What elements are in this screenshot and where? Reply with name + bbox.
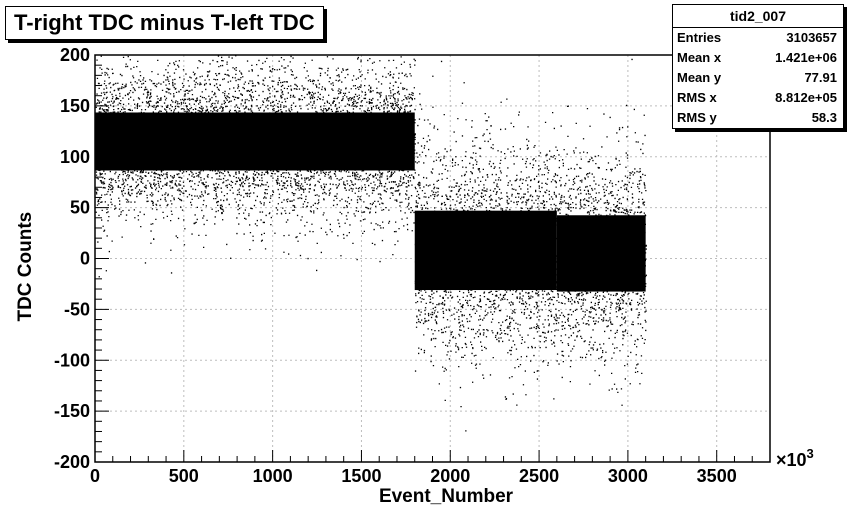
stats-value: 1.421e+06 (775, 50, 837, 65)
x-tick-label: 1000 (253, 466, 293, 486)
y-tick-label: 200 (60, 45, 90, 65)
stats-label: RMS x (677, 90, 717, 105)
x-tick-label: 500 (169, 466, 199, 486)
data-points (95, 55, 647, 432)
stats-label: Mean y (677, 70, 722, 85)
x-axis-label: Event_Number (379, 486, 514, 507)
y-axis-label: TDC Counts (15, 212, 36, 322)
stats-histogram-name: tid2_007 (673, 5, 843, 28)
y-tick-label: -50 (64, 299, 90, 319)
stats-row-entries: Entries 3103657 (673, 28, 843, 48)
chart-title: T-right TDC minus T-left TDC (5, 6, 324, 40)
stats-value: 58.3 (811, 110, 837, 125)
y-tick-label: 100 (60, 147, 90, 167)
y-tick-label: 50 (70, 198, 90, 218)
stats-box: tid2_007 Entries 3103657 Mean x 1.421e+0… (672, 4, 844, 129)
x-exponent-power: 3 (807, 446, 814, 461)
stats-label: Mean x (677, 50, 722, 65)
x-tick-label: 2500 (519, 466, 559, 486)
x-tick-label: 3500 (697, 466, 737, 486)
stats-row-rms-x: RMS x 8.812e+05 (673, 88, 843, 108)
stats-value: 77.91 (804, 70, 837, 85)
axis-ticks (94, 54, 771, 463)
tick-labels: 0 500 1000 1500 2000 2500 3000 3500-200-150-100… (54, 45, 737, 486)
stats-label: Entries (677, 30, 722, 45)
x-axis-exponent: ×103 (776, 446, 814, 470)
y-tick-label: -200 (54, 452, 90, 472)
y-tick-label: 150 (60, 96, 90, 116)
y-tick-label: -100 (54, 350, 90, 370)
stats-row-mean-x: Mean x 1.421e+06 (673, 48, 843, 68)
stats-row-mean-y: Mean y 77.91 (673, 68, 843, 88)
x-exponent-base: ×10 (776, 450, 807, 470)
stats-value: 3103657 (786, 30, 837, 45)
x-tick-label: 3000 (608, 466, 648, 486)
x-tick-label: 1500 (341, 466, 381, 486)
y-tick-label: -150 (54, 401, 90, 421)
stats-row-rms-y: RMS y 58.3 (673, 108, 843, 128)
scatter-points (95, 55, 647, 432)
x-tick-label: 0 (90, 466, 100, 486)
stats-value: 8.812e+05 (775, 90, 837, 105)
x-tick-label: 2000 (430, 466, 470, 486)
y-tick-label: 0 (80, 249, 90, 269)
stats-label: RMS y (677, 110, 717, 125)
